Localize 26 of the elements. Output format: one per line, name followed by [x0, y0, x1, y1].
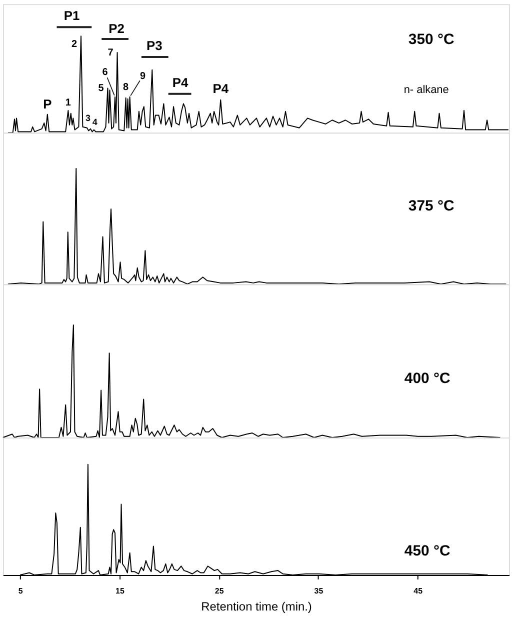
x-axis-title: Retention time (min.): [201, 599, 312, 614]
x-tick-label: 45: [414, 586, 424, 596]
annotation: P4: [172, 74, 190, 90]
text: P1: [64, 8, 80, 24]
annotation: 3: [85, 112, 90, 123]
annotation: P: [43, 96, 52, 112]
annotation: 5: [98, 83, 104, 94]
text: 400 °C: [404, 370, 450, 387]
chart-title: 350 °C: [408, 30, 454, 48]
annotation: 2: [71, 39, 78, 50]
x-tick-label: 5: [18, 586, 24, 596]
annotation: P3: [146, 38, 162, 54]
annotation: n- alkane: [404, 84, 449, 96]
x-tick-label: 15: [116, 586, 125, 596]
annotation: 4: [92, 116, 98, 127]
x-tick-label: 25: [214, 586, 224, 596]
text: 375 °C: [408, 198, 454, 215]
text: 450 °C: [404, 542, 450, 560]
annotation: 7: [108, 47, 114, 58]
annotation: P2: [108, 21, 124, 36]
annotation: 6: [102, 67, 108, 78]
annotation: 9: [140, 71, 146, 82]
annotation: P4: [212, 80, 230, 96]
annotation: 1: [65, 97, 72, 108]
x-tick-label: 35: [314, 586, 324, 596]
annotation: 8: [123, 82, 130, 93]
